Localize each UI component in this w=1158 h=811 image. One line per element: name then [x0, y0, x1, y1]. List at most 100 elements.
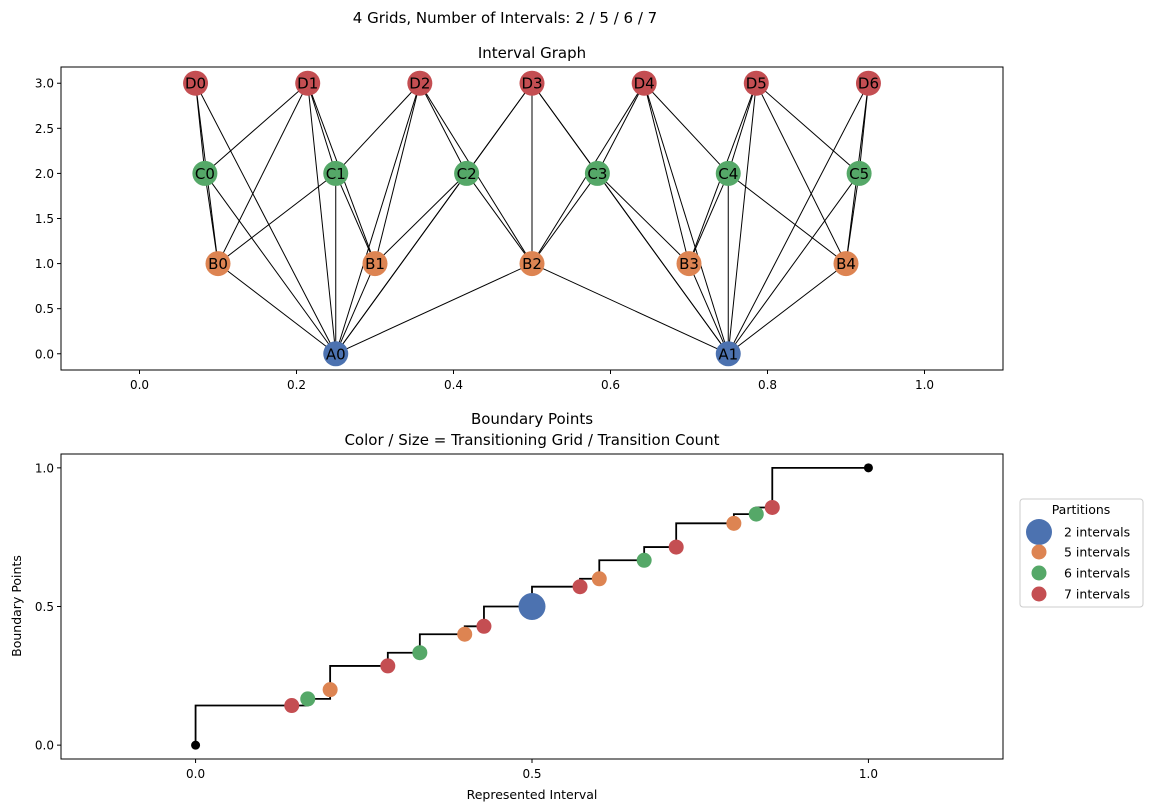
graph-edges	[195, 82, 869, 355]
edge-A1-D6	[727, 83, 869, 354]
x-tick: 0.0	[186, 759, 205, 781]
node-D5: D5	[743, 70, 769, 96]
x-tick: 1.0	[859, 759, 878, 781]
edge-B1-D2	[374, 83, 421, 264]
edge-B2-C3	[531, 173, 598, 264]
edge-A0-D0	[195, 83, 337, 354]
legend-marker	[1026, 519, 1052, 545]
boundary-point	[518, 593, 546, 620]
node-label: C3	[587, 165, 607, 183]
y-tick: 1.0	[35, 461, 61, 475]
node-C0: C0	[192, 160, 218, 186]
legend-entry: 6 intervals	[1031, 565, 1130, 581]
y-tick: 0.0	[35, 739, 61, 753]
edge-B1-C2	[374, 173, 467, 264]
legend-label: 7 intervals	[1064, 587, 1130, 602]
x-tick-label: 0.0	[130, 378, 149, 392]
node-label: D5	[746, 75, 767, 93]
legend-marker	[1031, 565, 1047, 581]
boundary-points-subtitle: Color / Size = Transitioning Grid / Tran…	[344, 431, 719, 449]
node-marker	[855, 70, 881, 96]
boundary-point	[380, 658, 396, 674]
y-tick: 3.0	[35, 77, 61, 91]
node-marker	[676, 251, 702, 277]
edge-A1-D4	[643, 83, 729, 354]
edge-A0-C0	[204, 173, 337, 355]
y-tick: 0.0	[35, 347, 61, 361]
edge-C5-D6	[858, 83, 869, 174]
node-C5: C5	[846, 160, 872, 186]
node-D3: D3	[519, 70, 545, 96]
node-marker	[833, 251, 859, 277]
y-tick: 0.5	[35, 600, 61, 614]
edge-B2-C2	[466, 173, 533, 264]
edge-C0-D1	[204, 82, 309, 174]
edge-B0-D1	[217, 83, 309, 264]
interval-graph-x-ticks: 0.0 0.2 0.4 0.6 0.8 1.0	[130, 370, 934, 392]
node-label: C2	[457, 165, 477, 183]
node-label: D6	[858, 75, 879, 93]
step-endpoint	[863, 463, 873, 473]
node-label: D4	[634, 75, 655, 93]
y-tick-label: 1.0	[35, 257, 54, 271]
y-tick-label: 0.5	[35, 600, 54, 614]
node-marker	[584, 160, 610, 186]
node-label: A1	[718, 345, 738, 363]
x-tick: 0.2	[287, 370, 306, 392]
y-tick-label: 1.0	[35, 461, 54, 475]
node-marker	[192, 160, 218, 186]
legend-marker	[1031, 544, 1047, 560]
y-tick-label: 2.0	[35, 167, 54, 181]
y-tick-label: 0.0	[35, 739, 54, 753]
x-tick: 0.5	[522, 759, 542, 781]
legend-title: Partitions	[1052, 502, 1111, 517]
boundary-point	[284, 698, 300, 714]
node-C4: C4	[715, 160, 741, 186]
node-D2: D2	[407, 70, 433, 96]
legend-entry: 5 intervals	[1031, 544, 1130, 560]
x-tick-label: 0.6	[601, 378, 620, 392]
boundary-point	[300, 691, 316, 707]
legend-label: 2 intervals	[1064, 525, 1130, 540]
x-tick-label: 0.2	[287, 378, 306, 392]
boundary-point	[572, 579, 588, 595]
node-B0: B0	[205, 251, 231, 277]
x-tick: 0.6	[601, 370, 620, 392]
node-marker	[407, 70, 433, 96]
edge-C4-D5	[727, 83, 757, 174]
node-marker	[454, 160, 480, 186]
edge-B0-C1	[217, 173, 337, 264]
node-C1: C1	[323, 160, 349, 186]
x-tick: 1.0	[915, 370, 934, 392]
x-tick: 0.4	[444, 370, 463, 392]
node-marker	[631, 70, 657, 96]
x-tick-label: 0.4	[444, 378, 463, 392]
boundary-point	[322, 682, 338, 698]
node-label: B4	[836, 255, 856, 273]
x-tick: 0.0	[130, 370, 149, 392]
edge-C4-D4	[643, 82, 729, 174]
edge-B4-C4	[727, 173, 847, 264]
partitions-legend: Partitions 2 intervals 5 intervals 6 inter…	[1019, 498, 1144, 608]
boundary-point	[476, 618, 492, 634]
boundary-point	[748, 506, 764, 522]
edge-C0-D0	[195, 83, 206, 174]
edge-A1-B2	[531, 263, 729, 355]
boundary-points-x-ticks: 0.0 0.5 1.0	[186, 759, 878, 781]
node-C2: C2	[454, 160, 480, 186]
node-label: B2	[522, 255, 542, 273]
node-label: D1	[297, 75, 318, 93]
node-marker	[846, 160, 872, 186]
node-A0: A0	[323, 341, 349, 367]
y-tick-label: 1.5	[35, 212, 54, 226]
node-marker	[183, 70, 209, 96]
node-marker	[362, 251, 388, 277]
boundary-point	[457, 626, 473, 642]
boundary-points-title: Boundary Points	[471, 410, 593, 428]
y-tick: 1.5	[35, 212, 61, 226]
node-C3: C3	[584, 160, 610, 186]
x-tick-label: 0.8	[758, 378, 777, 392]
node-marker	[519, 251, 545, 277]
edge-A1-B3	[688, 263, 729, 354]
